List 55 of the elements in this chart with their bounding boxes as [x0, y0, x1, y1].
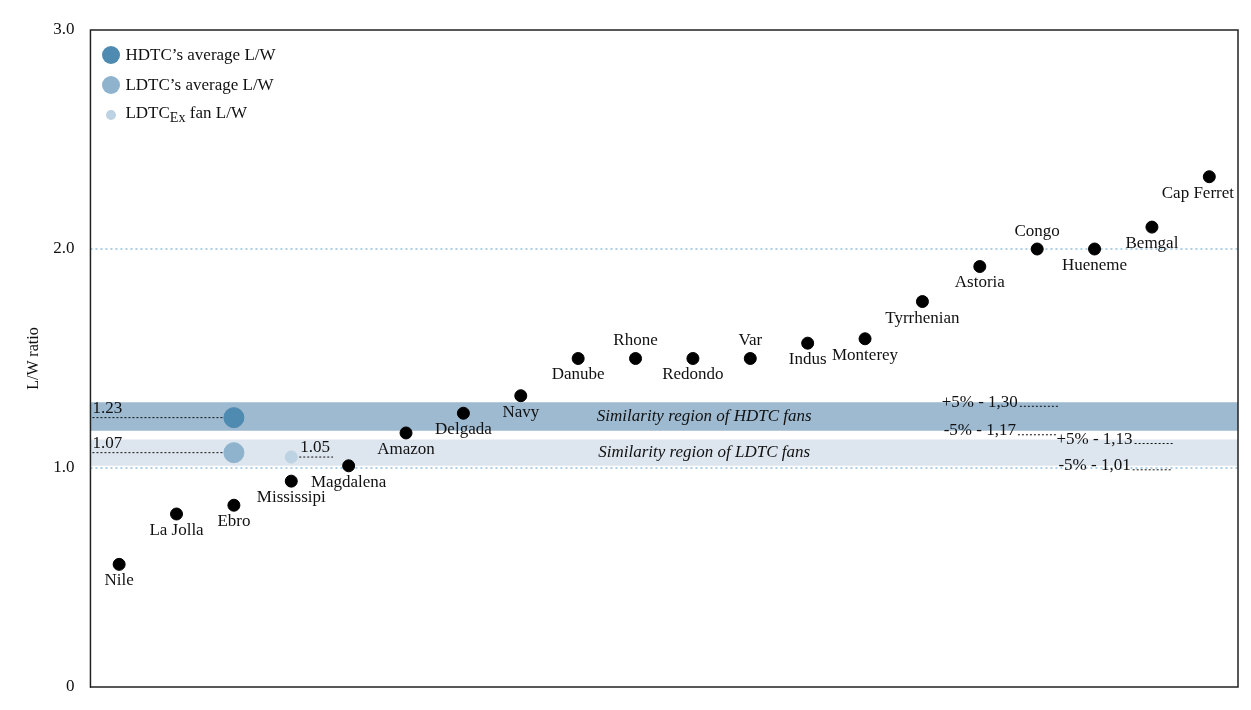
point: [743, 352, 757, 365]
band-label: Similarity region of HDTC fans: [596, 406, 812, 425]
annotation: -5% - 1,17: [943, 420, 1017, 440]
point: [1030, 242, 1044, 256]
x-tick-label: Monterey: [832, 344, 899, 364]
x-tick-label: Nile: [104, 570, 134, 590]
y-tick-label: 0: [65, 676, 75, 696]
point: [858, 332, 872, 346]
point: [284, 474, 298, 488]
x-tick-label: Delgada: [435, 419, 493, 439]
y-tick-label: 3.0: [53, 19, 75, 39]
x-tick-label: Rhone: [613, 330, 658, 350]
point: [456, 406, 470, 420]
point: [915, 295, 929, 309]
point: [801, 336, 815, 350]
point: [342, 459, 356, 473]
x-tick-label: Navy: [502, 401, 540, 421]
x-tick-label: La Jolla: [149, 519, 205, 539]
legend-label: HDTC’s average L/W: [125, 45, 276, 65]
x-tick-label: Ebro: [217, 511, 251, 531]
point: [227, 498, 241, 512]
point: [170, 507, 184, 521]
y-axis-title: L/W ratio: [23, 327, 41, 390]
x-tick-label: Var: [738, 330, 763, 350]
y-tick-label: 1.0: [53, 457, 75, 477]
x-tick-label: Hueneme: [1061, 254, 1128, 274]
x-tick-label: Tyrrhenian: [885, 307, 961, 327]
x-tick-label: Indus: [788, 349, 827, 369]
point: [1088, 242, 1102, 256]
point: [399, 426, 413, 440]
legend-label: LDTC$_{Ex}$ fan L/W: [125, 103, 247, 127]
point: [973, 260, 987, 274]
y-tick-label: 2.0: [53, 238, 75, 258]
point: [112, 557, 126, 571]
x-tick-label: Redondo: [662, 364, 724, 384]
data-label: 1.23: [92, 397, 123, 417]
legend-label: LDTC’s average L/W: [125, 75, 274, 95]
annotation: +5% - 1,30: [941, 391, 1018, 411]
annotation: +5% - 1,13: [1056, 429, 1133, 448]
x-tick-label: Bemgal: [1125, 233, 1179, 253]
annotation: -5% - 1,01: [1058, 455, 1131, 475]
x-tick-label: Astoria: [954, 272, 1006, 292]
x-tick-label: Cap Ferret: [1161, 182, 1235, 202]
point: [686, 352, 700, 365]
point: [514, 389, 528, 403]
point: [1145, 220, 1159, 234]
data-label: 1.07: [92, 432, 123, 452]
point: [571, 352, 585, 365]
x-tick-label: Danube: [551, 364, 605, 384]
point: [1202, 170, 1216, 184]
x-tick-label: Amazon: [377, 438, 436, 458]
point: [629, 352, 643, 365]
x-tick-label: Congo: [1014, 220, 1060, 240]
band-label: Similarity region of LDTC fans: [598, 442, 811, 462]
data-label: 1.05: [300, 437, 331, 457]
